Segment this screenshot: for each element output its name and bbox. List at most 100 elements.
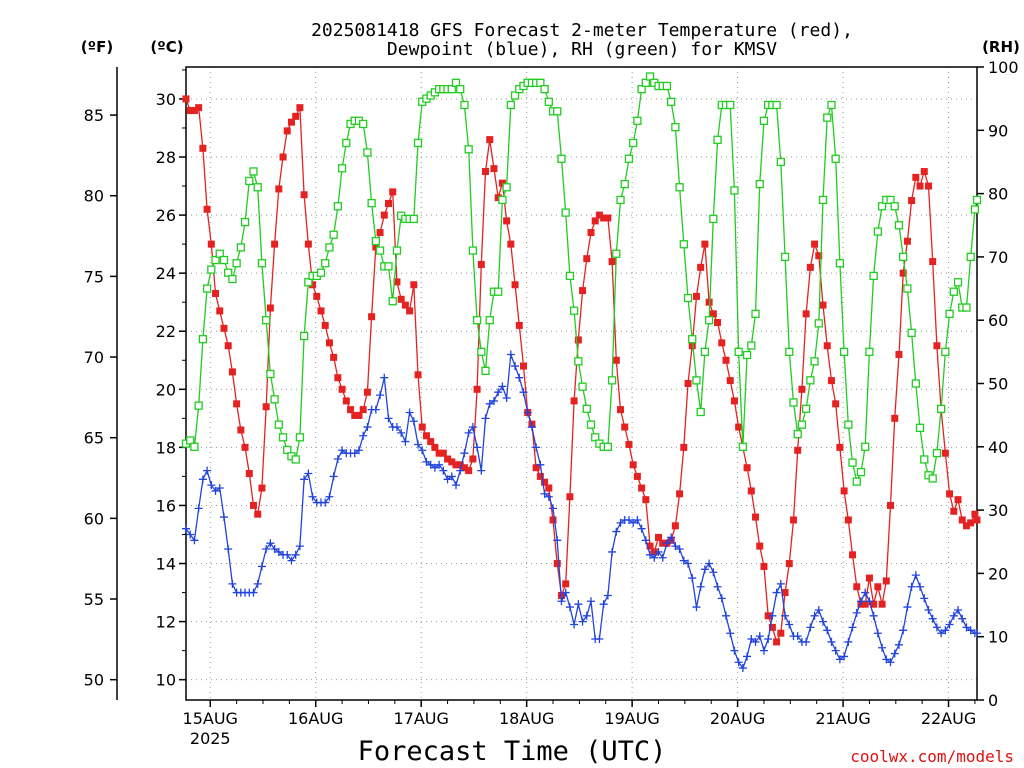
dewpoint-point (354, 446, 363, 455)
rh-point (700, 347, 710, 357)
dewpoint-point (966, 626, 975, 635)
temperature-point (865, 574, 873, 582)
dewpoint-point (814, 605, 823, 614)
series-rh (181, 72, 982, 486)
rh-point (451, 78, 461, 87)
dewpoint-point (414, 440, 423, 449)
rh-point (734, 347, 743, 357)
temperature-point (477, 260, 485, 268)
temperature-point (266, 304, 274, 312)
temperature-point (768, 623, 776, 631)
dewpoint-point (878, 643, 887, 652)
rh-point (730, 186, 739, 195)
rh-point (186, 436, 195, 445)
dewpoint-point (329, 472, 338, 481)
rh-point (565, 271, 575, 281)
rh-point (262, 316, 271, 325)
rh-point (835, 259, 845, 268)
rh-point (861, 442, 870, 451)
temperature-point (448, 458, 456, 466)
dewpoint-point (772, 588, 781, 597)
temperature-point (271, 240, 279, 248)
temperature-point (836, 443, 844, 451)
rh-point (274, 420, 283, 429)
dewpoint-point (662, 539, 671, 548)
temperature-point (224, 342, 232, 350)
dewpoint-point (894, 640, 903, 649)
dewpoint-point (257, 562, 266, 571)
rh-point (759, 116, 769, 125)
dewpoint-point (397, 428, 406, 437)
dewpoint-point (249, 588, 258, 597)
rh-point (873, 227, 883, 236)
dewpoint-point (266, 539, 275, 548)
temperature-point (304, 240, 312, 248)
dewpoint-point (363, 423, 372, 432)
dewpoint-point (447, 472, 456, 481)
temperature-point (427, 438, 435, 446)
rh-point (776, 157, 785, 167)
rh-point (941, 347, 950, 357)
dewpoint-point (536, 460, 545, 469)
rh-point (624, 154, 634, 163)
temperature-point (806, 263, 814, 271)
rh-point (920, 455, 929, 464)
temperature-point (574, 336, 582, 344)
rh-point (591, 433, 600, 442)
dewpoint-point (882, 655, 891, 664)
dewpoint-point (856, 597, 865, 606)
dewpoint-point (426, 460, 435, 469)
rh-point (949, 287, 958, 296)
fahrenheit-tick-label: 70 (84, 348, 104, 367)
dewpoint-point (451, 481, 460, 490)
dewpoint-point (565, 603, 574, 612)
temperature-point (903, 237, 911, 245)
dewpoint-point (194, 504, 203, 513)
rh-point (291, 455, 300, 464)
dewpoint-point (553, 536, 562, 545)
rh-point (249, 167, 258, 176)
rh-point (447, 85, 456, 94)
rh-point (894, 221, 904, 230)
rh-point (827, 100, 836, 110)
temperature-point (849, 551, 857, 559)
rh-point (333, 202, 343, 211)
dewpoint-point (873, 629, 882, 638)
rh-point (865, 347, 874, 357)
temperature-point (549, 516, 557, 524)
temperature-point (330, 353, 338, 361)
temperature-point (228, 368, 236, 376)
temperature-point (709, 310, 717, 318)
temperature-point (287, 118, 295, 126)
dewpoint-point (439, 466, 448, 475)
temperature-point (773, 638, 781, 646)
temperature-point (608, 258, 616, 266)
temperature-point (629, 461, 637, 469)
rh-tick-label: 60 (988, 311, 1008, 330)
temperature-point (418, 423, 426, 431)
temperature-point (912, 173, 920, 181)
rh-point (506, 100, 515, 110)
dewpoint-point (958, 614, 967, 623)
temperature-point (321, 321, 329, 329)
dewpoint-point (671, 542, 680, 551)
rh-point (194, 401, 203, 410)
dewpoint-point (743, 652, 752, 661)
temperature-point (469, 455, 477, 463)
rh-point (696, 407, 705, 417)
temperature-point (359, 406, 367, 414)
temperature-point (368, 313, 376, 321)
fahrenheit-tick-label: 85 (84, 106, 104, 125)
rh-point (224, 268, 233, 277)
temperature-point (781, 589, 789, 597)
rh-point (789, 398, 798, 407)
rh-point (645, 72, 655, 81)
dewpoint-point (418, 446, 427, 455)
dewpoint-point (262, 545, 271, 554)
dewpoint-point (785, 620, 794, 629)
temperature-point (659, 539, 667, 547)
dewpoint-point (835, 655, 844, 664)
dewpoint-point (519, 388, 528, 397)
rh-point (797, 420, 807, 429)
